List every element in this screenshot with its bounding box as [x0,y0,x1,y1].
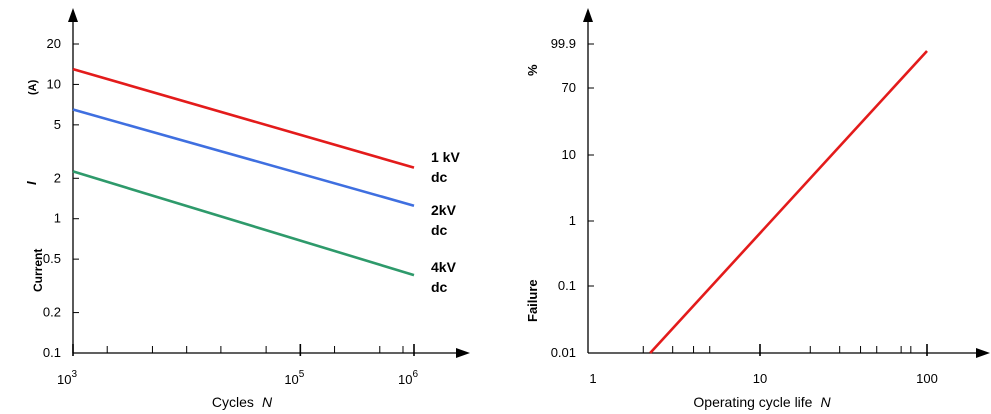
x-tick-label: 105 [284,369,304,387]
x-tick-label: 106 [398,369,418,387]
y-axis-label-failure: Failure [525,279,540,322]
x-tick-label: 100 [916,371,938,386]
x-tick-label: 10 [753,371,767,386]
y-tick-label: 0.1 [43,345,61,360]
y-tick-label: 0.2 [43,305,61,320]
y-tick-label: 1 [54,211,61,226]
y-tick-label: 10 [47,76,61,91]
y-tick-label: 5 [54,117,61,132]
x-tick-label: 103 [57,369,77,387]
series-label: 2kV [431,202,457,218]
y-tick-label: 1 [569,213,576,228]
y-tick-label: 70 [562,80,576,95]
y-tick-label: 20 [47,36,61,51]
x-axis-arrow [976,348,990,358]
y-axis-arrow [583,8,593,22]
series-line [72,108,415,207]
series-line [72,170,415,277]
x-axis-label: Cycles N [212,394,273,410]
series-label: 4kV [431,259,457,275]
chart-failure-vs-cycle-life: 0.01 0.1 1 10 70 99.9 1 10 100 Failure % Operat… [525,8,990,410]
y-axis-arrow [68,8,78,22]
y-axis-label-unit: (A) [27,79,39,95]
series-label: dc [431,279,448,295]
series-line [649,50,928,354]
x-axis-arrow [456,348,470,358]
y-tick-label: 2 [54,170,61,185]
y-axis-label-percent: % [525,64,540,76]
x-tick-label: 1 [589,371,596,386]
series-line [72,67,415,169]
y-axis-label-current: Current [31,249,45,292]
y-axis-label-symbol: I [24,181,39,185]
series-label: 1 kV [431,149,460,165]
y-tick-label: 99.9 [551,36,576,51]
chart-current-vs-cycles: 0.1 0.2 0.5 1 2 5 10 20 103 105 106 1 kV dc 2kV dc 4k… [24,8,470,410]
y-tick-label: 0.5 [43,251,61,266]
series-label: dc [431,222,448,238]
series-label: dc [431,169,448,185]
y-tick-label: 0.1 [558,278,576,293]
y-tick-label: 10 [562,147,576,162]
y-tick-label: 0.01 [551,345,576,360]
x-axis-label: Operating cycle life N [693,394,831,410]
